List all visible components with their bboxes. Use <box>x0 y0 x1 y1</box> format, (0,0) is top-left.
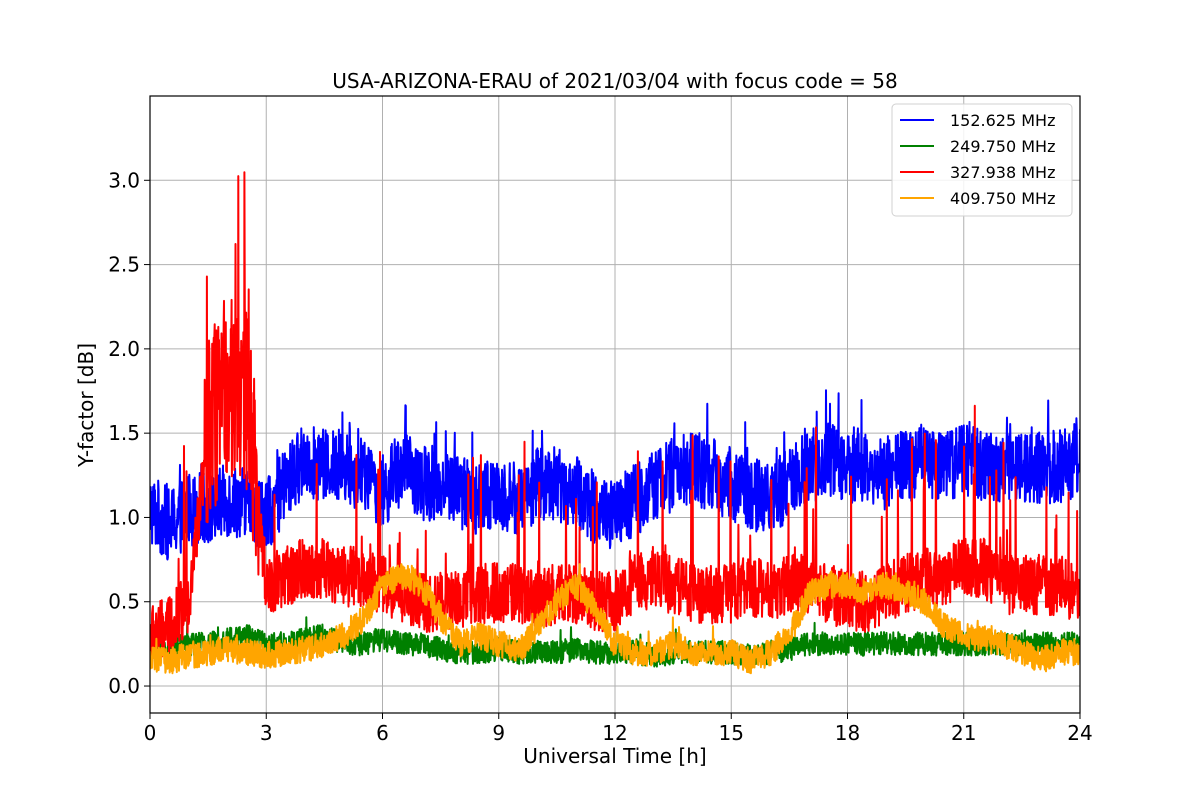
x-tick-label: 9 <box>492 721 505 745</box>
legend-label: 152.625 MHz <box>950 111 1055 130</box>
series-line <box>150 563 1080 675</box>
legend-label: 249.750 MHz <box>950 137 1055 156</box>
legend: 152.625 MHz 249.750 MHz 327.938 MHz 409.750… <box>891 103 1073 217</box>
plot-frame <box>149 95 1081 714</box>
x-tick-label: 21 <box>951 721 976 745</box>
x-tick-label: 18 <box>835 721 860 745</box>
x-tick-label: 0 <box>144 721 157 745</box>
y-tick-label: 0.0 <box>108 674 140 698</box>
x-axis-label: Universal Time [h] <box>523 744 706 768</box>
y-tick-label: 2.0 <box>108 337 140 361</box>
series-lines <box>150 171 1080 675</box>
legend-label: 327.938 MHz <box>950 163 1055 182</box>
y-tick-label: 1.5 <box>108 421 140 445</box>
legend-label: 409.750 MHz <box>950 189 1055 208</box>
y-tick-label: 0.5 <box>108 590 140 614</box>
y-axis-label: Y-factor [dB] <box>74 343 98 468</box>
series-line <box>150 171 1080 662</box>
y-tick-label: 2.5 <box>108 253 140 277</box>
y-tick-label: 1.0 <box>108 505 140 529</box>
y-axis: 0.0 0.5 1.0 1.5 2.0 2.5 3.0 <box>108 168 150 698</box>
x-tick-label: 15 <box>719 721 744 745</box>
x-tick-label: 3 <box>260 721 273 745</box>
x-tick-label: 6 <box>376 721 389 745</box>
x-axis: 0 3 6 9 12 15 18 21 24 <box>144 713 1093 745</box>
chart-title: USA-ARIZONA-ERAU of 2021/03/04 with focu… <box>332 69 897 93</box>
legend-box <box>891 103 1073 217</box>
x-tick-label: 24 <box>1067 721 1092 745</box>
y-tick-label: 3.0 <box>108 168 140 192</box>
x-tick-label: 12 <box>602 721 627 745</box>
